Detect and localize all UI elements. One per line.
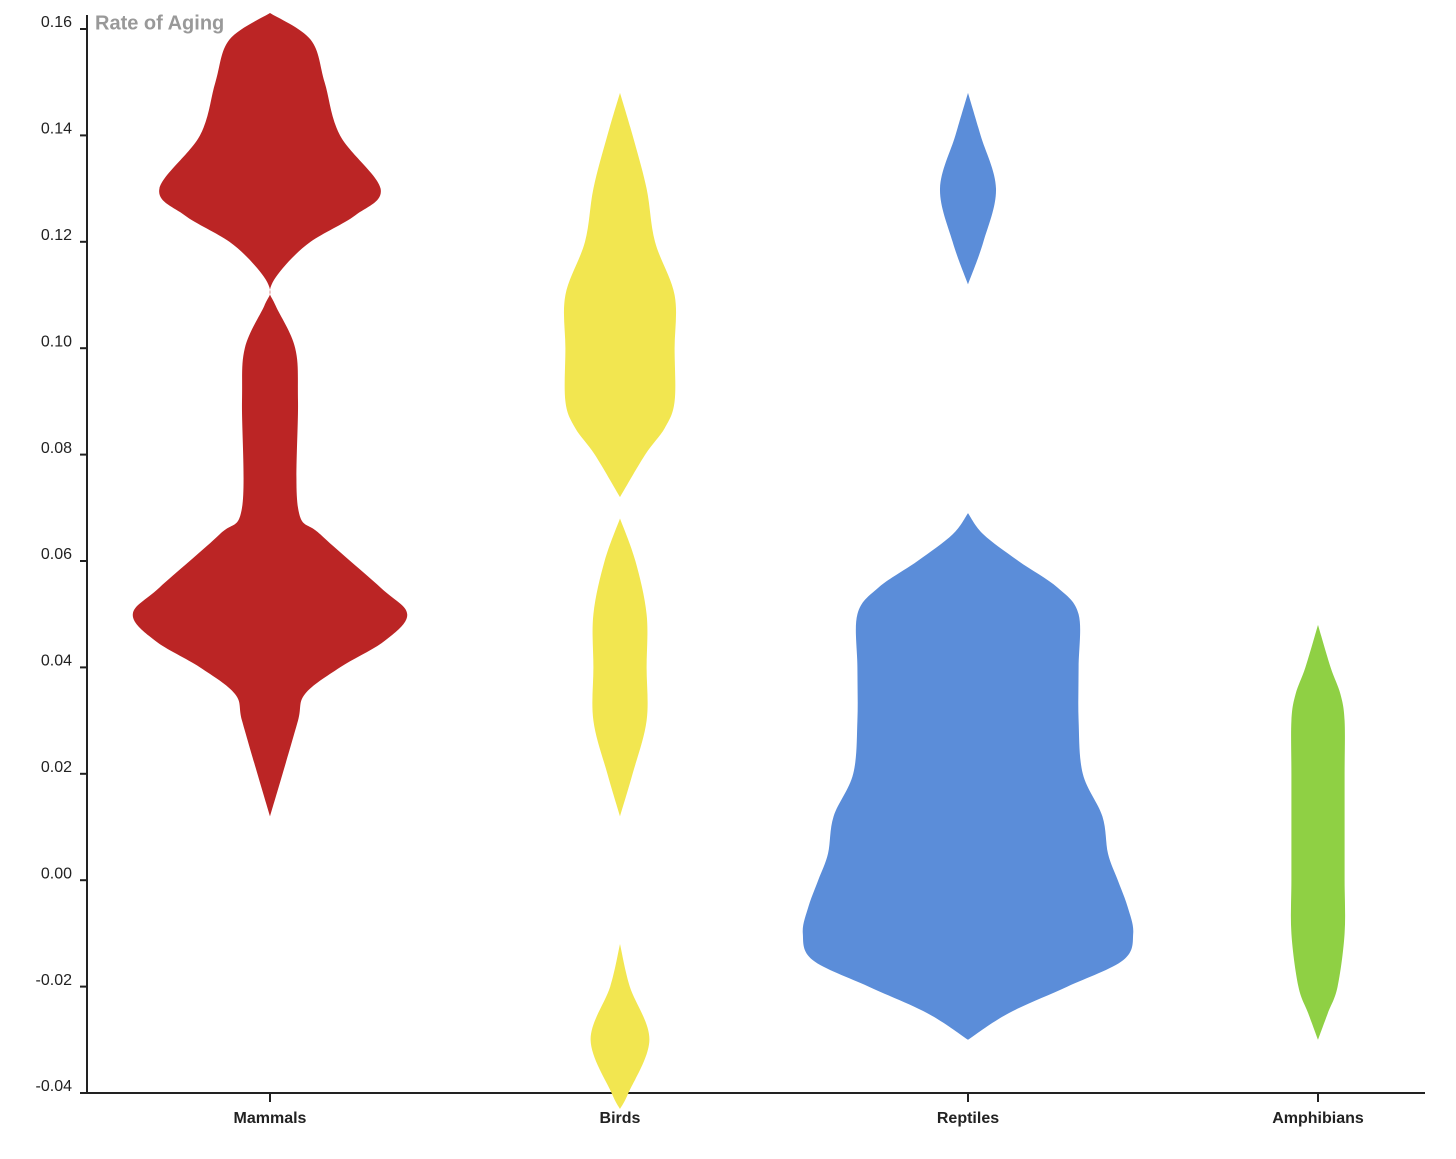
chart-title: Rate of Aging xyxy=(95,12,224,34)
violin xyxy=(1290,624,1346,1040)
y-tick-label: 0.10 xyxy=(41,333,72,350)
violin xyxy=(802,92,1134,1040)
y-tick-label: 0.08 xyxy=(41,440,72,457)
violin xyxy=(563,92,677,1109)
x-tick-label: Birds xyxy=(600,1110,641,1127)
violin xyxy=(132,13,408,817)
x-tick-label: Reptiles xyxy=(937,1110,999,1127)
x-tick-label: Mammals xyxy=(234,1110,307,1127)
y-tick-label: -0.04 xyxy=(36,1078,73,1095)
y-tick-label: 0.12 xyxy=(41,227,72,244)
y-tick-label: 0.02 xyxy=(41,759,72,776)
y-tick-label: 0.06 xyxy=(41,546,72,563)
y-tick-label: 0.14 xyxy=(41,121,72,138)
y-tick-label: 0.04 xyxy=(41,653,72,670)
y-tick-label: -0.02 xyxy=(36,972,73,989)
x-tick-label: Amphibians xyxy=(1272,1110,1364,1127)
y-tick-label: 0.00 xyxy=(41,865,72,882)
y-tick-label: 0.16 xyxy=(41,14,72,31)
